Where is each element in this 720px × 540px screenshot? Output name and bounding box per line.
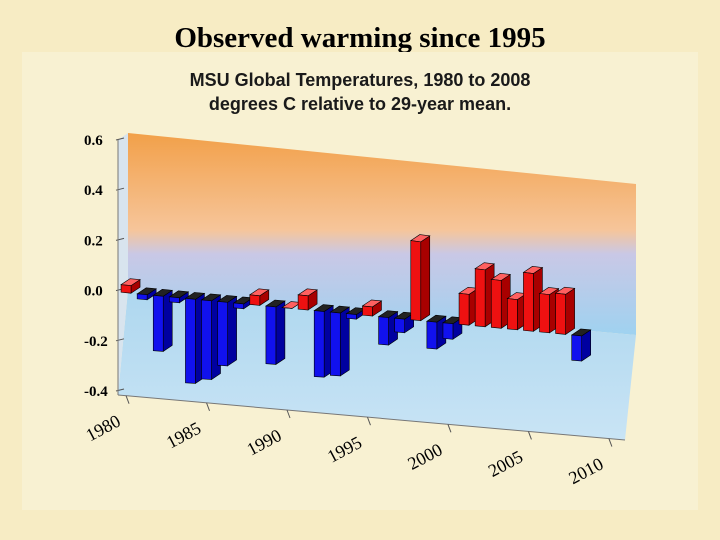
data-bar — [248, 288, 270, 306]
y-tick — [115, 237, 125, 241]
data-bar — [554, 286, 576, 335]
y-tick — [115, 338, 125, 342]
data-bar — [120, 278, 141, 294]
x-tick-label: 1995 — [324, 432, 365, 467]
data-bar — [313, 304, 335, 378]
chart-title: MSU Global Temperatures, 1980 to 2008 — [189, 70, 531, 90]
data-bar-front — [120, 284, 132, 294]
x-axis-line — [117, 394, 626, 441]
slide-title: Observed warming since 1995 — [174, 22, 546, 54]
data-bar-front — [201, 299, 212, 380]
data-bar-front — [233, 302, 245, 310]
data-bar-front — [378, 316, 389, 346]
data-bar — [361, 299, 383, 317]
data-bar-front — [152, 295, 164, 352]
data-bar-front — [571, 334, 583, 362]
chart-floor — [118, 290, 636, 440]
data-bar-front — [523, 271, 534, 332]
x-tick-label: 2005 — [485, 446, 526, 481]
data-bar-front — [329, 311, 341, 377]
data-bar-front — [217, 301, 228, 367]
data-bar-front — [249, 294, 261, 306]
data-bar — [216, 295, 238, 367]
x-tick — [206, 402, 210, 412]
data-bar-front — [426, 320, 438, 350]
data-bar — [570, 328, 592, 362]
x-tick-label: 1990 — [243, 425, 284, 460]
data-bar — [393, 311, 415, 334]
data-bar — [329, 305, 351, 377]
data-bar — [409, 234, 431, 322]
data-bar-front — [297, 294, 309, 311]
chart-subtitle: degrees C relative to 29-year mean. — [208, 94, 512, 114]
y-tick-label: 0.4 — [84, 183, 103, 199]
data-bar-front — [394, 317, 405, 334]
x-tick — [367, 416, 371, 426]
x-tick-label: 1985 — [163, 418, 204, 453]
data-bar — [152, 289, 174, 352]
x-tick — [527, 431, 532, 440]
chart-side-wall — [118, 133, 128, 395]
y-tick-label: -0.2 — [84, 334, 108, 350]
data-bar-front — [555, 292, 566, 335]
data-bar-side — [420, 235, 431, 322]
data-bar-side — [565, 287, 575, 335]
y-tick — [115, 388, 125, 392]
x-tick-label: 1980 — [83, 411, 124, 446]
y-tick — [115, 187, 125, 191]
data-bar-front — [346, 313, 357, 320]
data-bar-front — [458, 292, 470, 326]
data-bar-front — [136, 293, 148, 301]
data-bar-front — [539, 293, 550, 334]
data-bar-front — [185, 298, 196, 384]
data-bar-front — [490, 278, 502, 329]
data-bar-front — [169, 296, 180, 304]
x-tick — [608, 438, 613, 447]
x-tick — [125, 395, 130, 404]
x-tick — [286, 409, 291, 419]
data-bar-front — [442, 322, 454, 340]
data-bar — [297, 288, 318, 311]
data-bar-front — [410, 240, 422, 321]
data-bar-front — [281, 307, 293, 309]
data-bar-front — [265, 305, 277, 365]
data-bar — [265, 299, 286, 365]
data-bar-front — [507, 298, 518, 331]
data-bar — [168, 290, 190, 304]
data-bar-front — [474, 268, 486, 328]
y-tick-label: 0.0 — [84, 284, 103, 300]
y-tick — [115, 137, 125, 141]
x-tick-label: 2010 — [565, 454, 606, 489]
data-bar-side — [275, 300, 286, 365]
x-tick-label: 2000 — [404, 439, 445, 474]
y-tick-label: 0.2 — [84, 233, 103, 249]
y-tick-label: -0.4 — [84, 384, 108, 400]
x-tick — [447, 424, 452, 433]
y-tick-label: 0.6 — [84, 133, 103, 149]
data-bar-front — [313, 310, 325, 378]
data-bar-front — [362, 305, 373, 317]
